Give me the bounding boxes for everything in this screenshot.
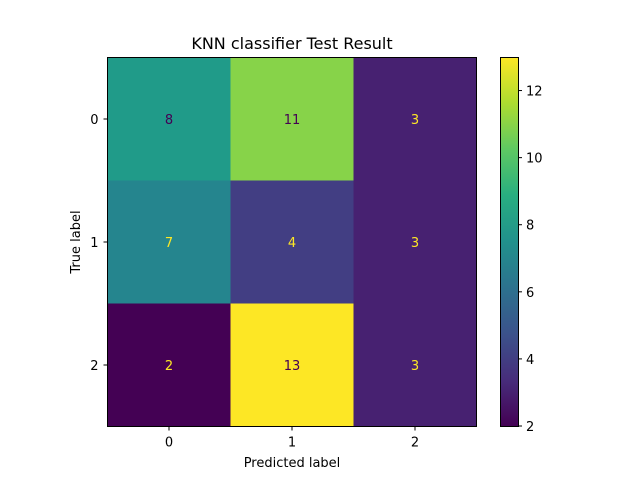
heatmap-cell [353,303,477,427]
x-tick-label: 2 [411,436,419,451]
cell-value-label: 2 [165,359,173,374]
cell-value-label: 3 [411,359,419,374]
heatmap-cell [107,303,231,427]
y-axis-ticks: 0 1 2 [90,113,108,374]
heatmap-cell [230,303,354,427]
heatmap-cell [230,57,354,181]
y-tick-label: 1 [90,236,98,251]
heatmap-cell [107,57,231,181]
heatmap-cell [353,57,477,181]
colorbar-tick-label: 8 [526,219,534,234]
cell-value-label: 13 [284,359,301,374]
heatmap-cells [107,57,477,427]
colorbar [500,57,518,426]
x-tick-label: 0 [165,436,173,451]
x-axis-label: Predicted label [244,456,341,471]
cell-value-label: 11 [284,113,301,128]
chart-title: KNN classifier Test Result [191,34,392,53]
x-axis-ticks: 0 1 2 [165,426,419,451]
cell-value-label: 3 [411,236,419,251]
y-tick-label: 2 [90,359,98,374]
colorbar-tick-label: 6 [526,286,534,301]
cell-value-label: 8 [165,113,173,128]
heatmap-cell [230,180,354,304]
cell-value-label: 7 [165,236,173,251]
heatmap-cell-labels: 8 11 3 7 4 3 2 13 3 [165,113,419,374]
colorbar-tick-label: 2 [526,420,534,435]
colorbar-tick-label: 10 [526,152,543,167]
y-axis-label: True label [69,210,84,274]
heatmap-cell [107,180,231,304]
colorbar-ticks: 2 4 6 8 10 12 [518,85,543,435]
colorbar-frame [500,57,519,427]
y-tick-label: 0 [90,113,98,128]
heatmap-cell [353,180,477,304]
colorbar-tick-label: 4 [526,353,534,368]
cell-value-label: 4 [288,236,296,251]
colorbar-tick-label: 12 [526,85,543,100]
x-tick-label: 1 [288,436,296,451]
cell-value-label: 3 [411,113,419,128]
